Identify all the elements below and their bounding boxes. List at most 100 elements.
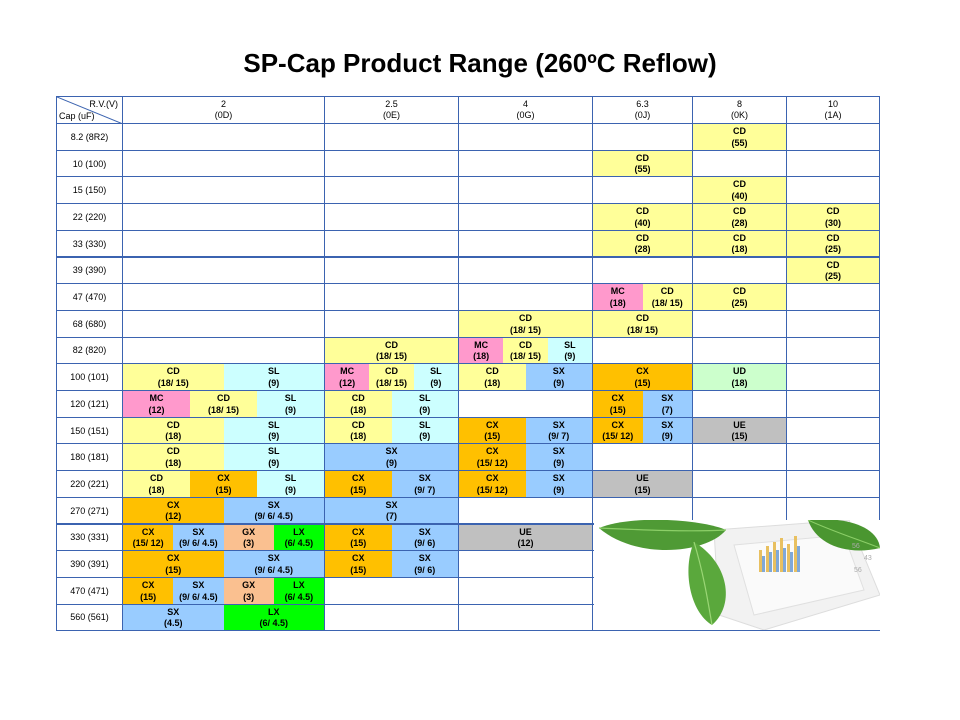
esr-value: (15) [165, 564, 182, 575]
product-cell [786, 309, 880, 338]
capacitance-row-label: 220 (221) [56, 470, 123, 498]
capacitance-row-label: 470 (471) [56, 576, 123, 605]
esr-value: (15) [634, 484, 651, 495]
series-name: SL [267, 419, 280, 430]
series-cd-segment: CD (55) [693, 124, 786, 150]
product-cell: CD (40) [592, 203, 693, 231]
voltage-header: 8 (0K) [692, 96, 787, 124]
svg-text:43: 43 [864, 555, 872, 562]
voltage-code: (1A) [824, 110, 842, 120]
product-cell: CD (28) [592, 229, 693, 258]
esr-value: (18) [165, 458, 182, 469]
product-cell [324, 256, 459, 285]
product-cell [122, 149, 325, 178]
series-cd-segment: CD (30) [787, 204, 879, 230]
esr-value: (18) [350, 431, 367, 442]
esr-value: (6/ 4.5) [284, 591, 314, 602]
esr-value: (9/ 7) [414, 484, 436, 495]
capacitance-row-label: 22 (220) [56, 203, 123, 231]
product-cell: UE (15) [692, 416, 787, 445]
esr-value: (15) [215, 484, 232, 495]
series-name: MC [340, 366, 355, 377]
product-cell: CD (18) [692, 229, 787, 258]
capacitance-value: 560 (561) [70, 612, 109, 623]
esr-value: (15) [609, 404, 626, 415]
series-cd-segment: CD (18) [123, 471, 190, 497]
series-cd-segment: CD (25) [787, 230, 879, 257]
product-cell [458, 256, 593, 285]
product-cell [786, 123, 880, 151]
series-sx-segment: SX (9/ 6) [391, 524, 458, 551]
series-name: CD [733, 286, 746, 297]
series-sx-segment: SX (9/ 7) [391, 471, 458, 497]
series-sx-segment: SX (9/ 6) [391, 551, 458, 577]
esr-value: (9) [553, 484, 565, 495]
product-cell [122, 229, 325, 258]
capacitance-row-label: 68 (680) [56, 309, 123, 338]
voltage-code: (0J) [634, 110, 651, 120]
capacitance-row-label: 15 (150) [56, 176, 123, 205]
series-cx-segment: CX (15/ 12) [593, 417, 643, 444]
esr-value: (15) [350, 484, 367, 495]
series-cx-segment: CX (15/ 12) [459, 471, 526, 497]
esr-value: (9) [564, 351, 576, 362]
series-sl-segment: SL (9) [223, 417, 324, 444]
series-cd-segment: CD (55) [593, 150, 692, 177]
product-cell: SX (7) [324, 496, 459, 525]
esr-value: (15) [484, 431, 501, 442]
series-cx-segment: CX (12) [123, 497, 224, 524]
esr-value: (18) [473, 351, 490, 362]
product-cell: MC (12) CD (18/ 15) SL (9) [122, 390, 325, 418]
product-cell [692, 149, 787, 178]
voltage-value: 8 [736, 99, 742, 109]
product-cell [458, 390, 593, 418]
voltage-header: 4 (0G) [458, 96, 593, 124]
series-name: GX [242, 579, 256, 590]
series-cd-segment: CD (18/ 15) [593, 310, 692, 337]
series-name: LX [267, 606, 280, 617]
series-sl-segment: SL (9) [547, 337, 592, 364]
esr-value: (6/ 4.5) [259, 618, 288, 629]
series-name: SX [661, 419, 674, 430]
esr-value: (9/ 6) [414, 538, 436, 549]
product-cell: CD (25) [786, 229, 880, 258]
esr-value: (6/ 4.5) [284, 538, 314, 549]
series-sx-segment: SX (9/ 6/ 4.5) [223, 551, 324, 577]
esr-value: (9/ 6/ 4.5) [254, 564, 294, 575]
series-mc-segment: MC (18) [459, 337, 504, 364]
esr-value: (28) [731, 217, 748, 228]
series-ue-segment: UE (12) [459, 524, 592, 551]
series-name: CX [351, 553, 365, 564]
page-title: SP-Cap Product Range (260ºC Reflow) [243, 48, 717, 78]
series-cd-segment: CD (18) [123, 444, 224, 471]
capacitance-row-label: 560 (561) [56, 603, 123, 632]
esr-value: (15) [140, 591, 157, 602]
series-name: LX [293, 579, 305, 590]
product-cell: SX (4.5) LX (6/ 4.5) [122, 603, 325, 632]
series-mc-segment: MC (12) [123, 391, 190, 417]
series-cx-segment: CX (15) [325, 524, 392, 551]
series-cd-segment: CD (18/ 15) [189, 391, 257, 417]
product-cell [324, 309, 459, 338]
product-cell [458, 229, 593, 258]
table-corner-header: R.V.(V) Cap (uF) [56, 96, 123, 124]
capacitance-value: 47 (470) [72, 292, 107, 303]
capacitance-value: 270 (271) [70, 505, 109, 516]
series-name: UD [733, 366, 746, 377]
series-sl-segment: SL (9) [256, 471, 324, 497]
series-name: CD [636, 232, 649, 243]
capacitance-row-label: 10 (100) [56, 149, 123, 178]
esr-value: (15) [731, 431, 748, 442]
capacitance-row-label: 82 (820) [56, 336, 123, 365]
esr-value: (12) [517, 538, 534, 549]
capacitance-row-label: 120 (121) [56, 390, 123, 418]
voltage-header: 2.5 (0E) [324, 96, 459, 124]
series-name: CD [166, 446, 180, 457]
esr-value: (9/ 6/ 4.5) [254, 511, 294, 522]
series-sl-segment: SL (9) [391, 417, 458, 444]
series-cd-segment: CD (25) [693, 284, 786, 310]
esr-value: (9) [553, 458, 565, 469]
product-cell [458, 283, 593, 311]
product-cell: UE (12) [458, 523, 593, 552]
product-cell: CD (55) [592, 149, 693, 178]
